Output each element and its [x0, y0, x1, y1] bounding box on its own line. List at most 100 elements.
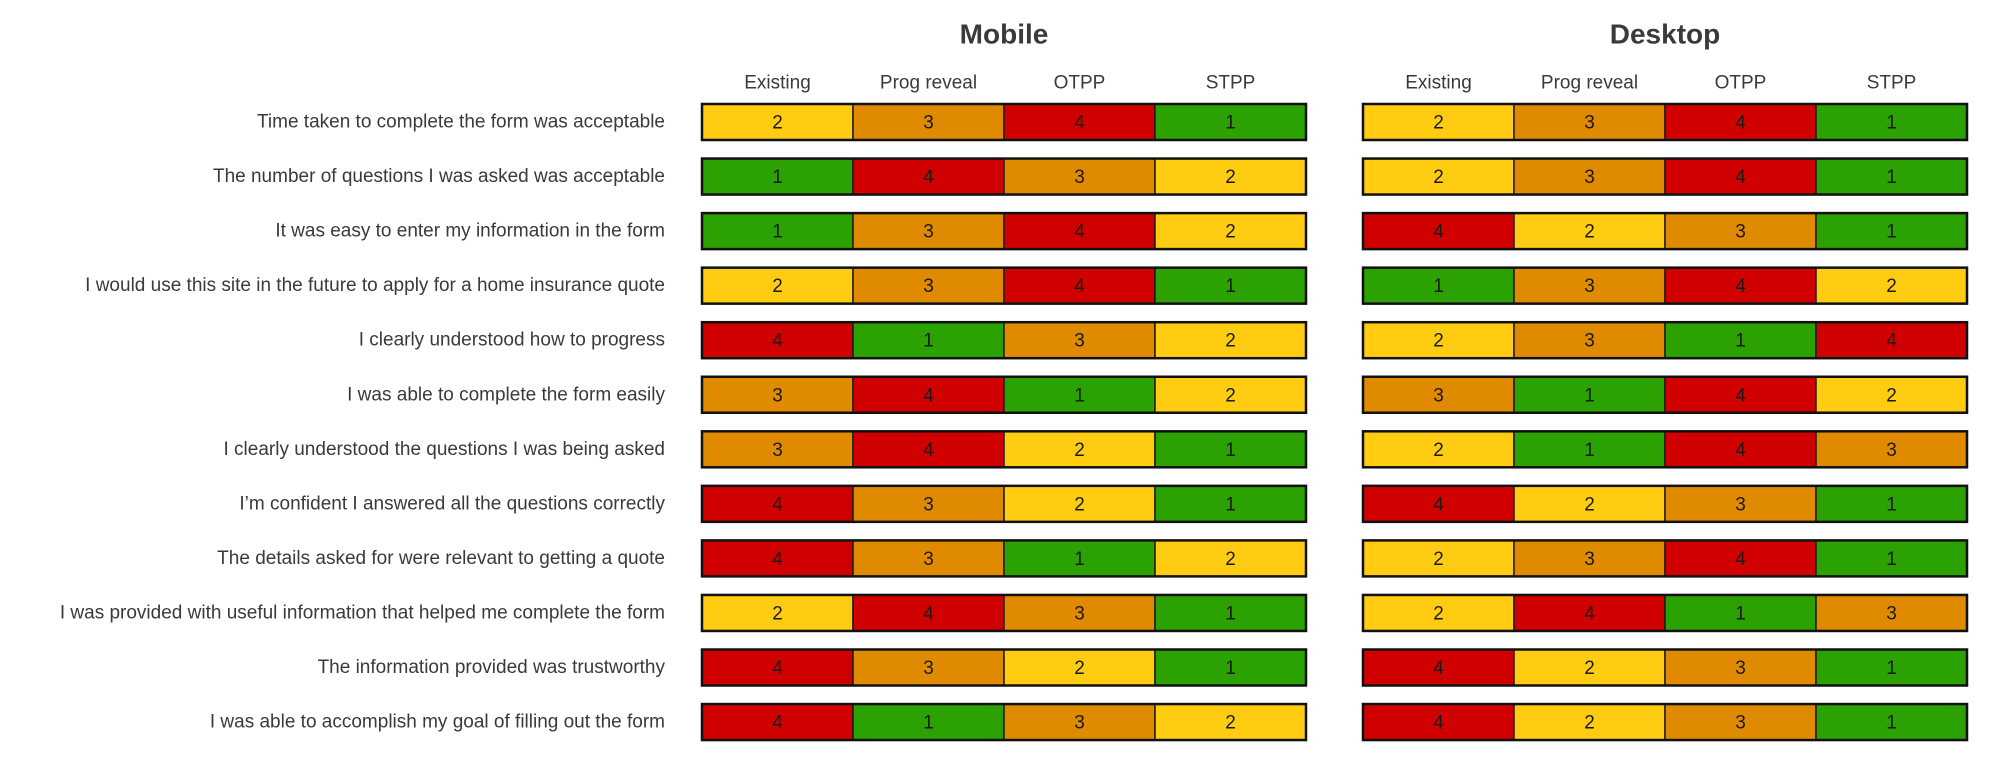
cell-value-label: 2 — [1225, 549, 1236, 570]
heatmap-cell — [701, 430, 854, 469]
heatmap-row: 4 1 3 2 — [700, 320, 1308, 360]
row-label: Time taken to complete the form was acce… — [257, 112, 665, 133]
row-labels: Time taken to complete the form was acce… — [60, 112, 666, 733]
column-label: Prog reveal — [880, 73, 977, 94]
cell-value-label: 4 — [1433, 494, 1444, 515]
row-label: I would use this site in the future to a… — [85, 275, 665, 296]
heatmap-row: 3 1 4 2 — [1361, 375, 1969, 414]
cell-value-label: 3 — [1074, 167, 1085, 188]
row-label: The number of questions I was asked was … — [213, 166, 665, 187]
heatmap-cell — [1664, 103, 1817, 141]
heatmap-row: 4 1 3 2 — [700, 702, 1308, 742]
cell-value-label: 1 — [1074, 549, 1085, 570]
cell-value-label: 3 — [1886, 440, 1897, 461]
cell-value-label: 3 — [1584, 331, 1595, 352]
row-frame — [700, 320, 1308, 360]
cell-value-label: 2 — [1584, 222, 1595, 243]
heatmap-cell — [1664, 430, 1817, 469]
row-frame — [700, 157, 1308, 196]
row-frame — [1361, 593, 1969, 633]
cell-value-label: 1 — [1735, 603, 1746, 624]
row-frame — [1361, 157, 1969, 196]
cell-value-label: 4 — [1433, 658, 1444, 679]
cell-value-label: 4 — [772, 494, 783, 515]
column-label: STPP — [1867, 73, 1917, 94]
heatmap-cell — [1362, 539, 1515, 578]
row-label: I clearly understood the questions I was… — [224, 439, 666, 460]
cell-value-label: 4 — [1074, 276, 1085, 297]
heatmap-cell — [1815, 485, 1968, 523]
column-label: Existing — [744, 73, 811, 94]
heatmap-row: 2 1 4 3 — [1361, 430, 1969, 469]
cell-value-label: 2 — [1584, 494, 1595, 515]
cell-value-label: 3 — [1735, 222, 1746, 243]
row-frame — [700, 648, 1308, 687]
row-frame — [700, 102, 1308, 142]
heatmap-cell — [1664, 266, 1817, 305]
heatmap-row: 4 3 1 2 — [700, 539, 1308, 578]
row-label: The details asked for were relevant to g… — [217, 548, 665, 569]
column-label: OTPP — [1715, 73, 1767, 94]
cell-value-label: 3 — [1074, 603, 1085, 624]
heatmap-cell — [1154, 594, 1307, 632]
heatmap-row: 2 3 4 1 — [1361, 539, 1969, 578]
heatmap-cell — [852, 594, 1005, 632]
column-label: Existing — [1405, 73, 1472, 94]
heatmap-cell — [1003, 157, 1156, 196]
cell-value-label: 1 — [1886, 222, 1897, 243]
heatmap-cell — [1513, 266, 1666, 305]
cell-value-label: 4 — [1735, 167, 1746, 188]
cell-value-label: 4 — [1735, 549, 1746, 570]
row-frame — [700, 375, 1308, 414]
heatmap-row: 4 2 3 1 — [1361, 211, 1969, 251]
heatmap-row: 2 3 4 1 — [1361, 102, 1969, 142]
cell-value-label: 3 — [1074, 713, 1085, 734]
row-frame — [700, 266, 1308, 305]
cell-value-label: 2 — [772, 276, 783, 297]
cell-value-label: 4 — [1886, 331, 1897, 352]
cell-value-label: 3 — [923, 276, 934, 297]
cell-value-label: 4 — [1074, 222, 1085, 243]
cell-value-label: 2 — [1584, 658, 1595, 679]
row-frame — [1361, 430, 1969, 469]
row-label: It was easy to enter my information in t… — [275, 221, 665, 242]
cell-value-label: 1 — [1886, 658, 1897, 679]
cell-value-label: 2 — [1225, 713, 1236, 734]
heatmap-row: 4 2 3 1 — [1361, 702, 1969, 742]
row-frame — [700, 702, 1308, 742]
cell-value-label: 3 — [923, 658, 934, 679]
cell-value-label: 4 — [1584, 603, 1595, 624]
cell-value-label: 4 — [1433, 713, 1444, 734]
heatmap-row: 2 3 4 1 — [700, 266, 1308, 305]
heatmap-cell — [1513, 703, 1666, 741]
heatmap-cell — [1003, 703, 1156, 741]
cell-value-label: 4 — [923, 440, 934, 461]
cell-value-label: 2 — [1433, 440, 1444, 461]
row-frame — [1361, 375, 1969, 414]
cell-value-label: 1 — [1225, 658, 1236, 679]
column-label: OTPP — [1054, 73, 1106, 94]
heatmap-row: 1 4 3 2 — [700, 157, 1308, 196]
heatmap-cell — [852, 103, 1005, 141]
cell-value-label: 2 — [1433, 331, 1444, 352]
cell-value-label: 2 — [1074, 658, 1085, 679]
heatmap-cell — [1664, 703, 1817, 741]
row-label: I’m confident I answered all the questio… — [239, 493, 665, 514]
cell-value-label: 1 — [1225, 603, 1236, 624]
heatmap-row: 2 3 4 1 — [1361, 157, 1969, 196]
cell-value-label: 4 — [1735, 113, 1746, 134]
heatmap-cell — [1003, 376, 1156, 414]
heatmap-cell — [1664, 539, 1817, 578]
cell-value-label: 1 — [923, 331, 934, 352]
cell-value-label: 4 — [1735, 440, 1746, 461]
cell-value-label: 2 — [772, 113, 783, 134]
cell-value-label: 3 — [923, 222, 934, 243]
cell-value-label: 1 — [1584, 385, 1595, 406]
cell-value-label: 1 — [923, 713, 934, 734]
row-frame — [700, 539, 1308, 578]
heatmap-row: 3 4 2 1 — [700, 430, 1308, 469]
cell-value-label: 4 — [772, 713, 783, 734]
cell-value-label: 3 — [772, 385, 783, 406]
